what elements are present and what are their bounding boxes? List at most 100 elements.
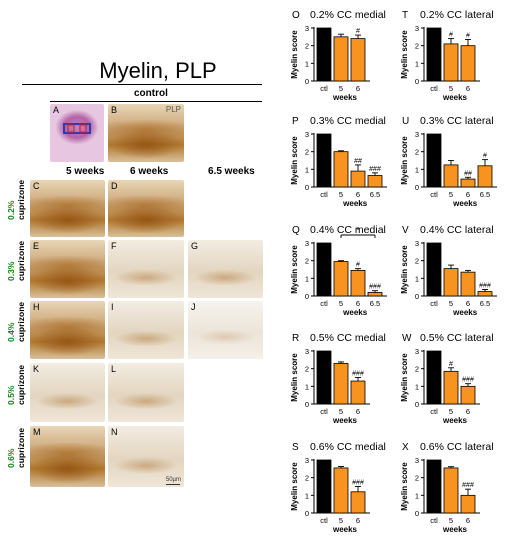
chart-panel-letter-W: W	[402, 333, 412, 344]
chart-ytick-label-V: 3	[415, 239, 419, 248]
chart-bar-O-6	[350, 38, 366, 82]
chart-bar-W-6	[460, 385, 476, 405]
chart-ytick-label-T: 0	[415, 77, 419, 86]
chart-ytick-label-Q: 3	[305, 239, 309, 248]
chart-ytick-label-X: 2	[415, 474, 419, 483]
chart-ytick-label-P: 2	[305, 148, 309, 157]
chart-ytick-label-T: 2	[415, 42, 419, 51]
chart-ylabel-S: Myelin score	[290, 462, 299, 511]
row-label-0-3: 0.3% cuprizone	[6, 240, 26, 281]
chart-xtick-label-T-ctl: ctl	[430, 84, 438, 93]
chart-ytick-label-W: 2	[415, 365, 419, 374]
panel-K: K	[30, 363, 105, 422]
chart-ytick-label-Q: 2	[305, 257, 309, 266]
chart-xtick-label-P-6: 6	[356, 190, 360, 199]
chart-bar-P-5	[333, 151, 349, 188]
chart-xtick-label-W-ctl: ctl	[430, 407, 438, 416]
chart-bar-T-6	[460, 45, 476, 82]
panel-D: D	[108, 180, 184, 237]
chart-xtick-label-S-ctl: ctl	[320, 516, 328, 525]
chart-bar-V-6.5	[477, 291, 493, 297]
chart-xlabel-R: weeks	[332, 416, 358, 425]
scalebar	[166, 483, 180, 485]
chart-ylabel-U: Myelin score	[400, 136, 409, 185]
chart-title-P: 0.3% CC medial	[310, 115, 386, 127]
chart-xtick-label-X-5: 5	[449, 516, 453, 525]
chart-bar-P-ctl	[316, 133, 332, 188]
control-label: control	[134, 88, 168, 99]
panel-B-control: B PLP	[108, 104, 184, 162]
chart-ytick-label-Q: 0	[305, 292, 309, 301]
chart-bar-R-ctl	[316, 350, 332, 405]
chart-title-W: 0.5% CC lateral	[420, 332, 494, 344]
chart-ylabel-Q: Myelin score	[290, 245, 299, 294]
panel-A-brain-overview: A	[50, 104, 104, 162]
chart-xtick-label-Q-6.5: 6.5	[370, 299, 380, 308]
chart-bar-V-5	[443, 268, 459, 297]
chart-xlabel-X: weeks	[442, 525, 468, 534]
scalebar-label: 50µm	[165, 477, 181, 483]
panel-C: C	[30, 180, 105, 237]
chart-bar-U-ctl	[426, 133, 442, 188]
chart-significance-S-6: ###	[352, 480, 364, 487]
chart-ylabel-W: Myelin score	[400, 353, 409, 402]
chart-title-T: 0.2% CC lateral	[420, 9, 494, 21]
chart-ylabel-R: Myelin score	[290, 353, 299, 402]
chart-bar-W-ctl	[426, 350, 442, 405]
chart-ylabel-V: Myelin score	[400, 245, 409, 294]
chart-bar-S-5	[333, 467, 349, 514]
chart-xtick-label-W-6: 6	[466, 407, 470, 416]
chart-xtick-label-T-6: 6	[466, 84, 470, 93]
chart-bar-U-5	[443, 164, 459, 188]
chart-bar-T-5	[443, 43, 459, 82]
chart-ytick-label-V: 1	[415, 274, 419, 283]
chart-bar-Q-6.5	[367, 292, 383, 297]
chart-significance-U-6: ##	[464, 170, 472, 177]
chart-xtick-label-R-5: 5	[339, 407, 343, 416]
chart-xtick-label-P-ctl: ctl	[320, 190, 328, 199]
panel-H: H	[30, 301, 105, 359]
chart-panel-letter-T: T	[402, 10, 408, 21]
panel-letter: B	[111, 105, 118, 115]
chart-ytick-label-U: 1	[415, 165, 419, 174]
chart-xtick-label-U-6.5: 6.5	[480, 190, 490, 199]
chart-bar-U-6	[460, 178, 476, 188]
chart-ytick-label-S: 3	[305, 456, 309, 465]
chart-ytick-label-W: 3	[415, 347, 419, 356]
row-label-0-4: 0.4% cuprizone	[6, 301, 26, 342]
chart-panel-letter-S: S	[292, 442, 299, 453]
chart-panel-letter-R: R	[292, 333, 299, 344]
chart-xtick-label-V-ctl: ctl	[430, 299, 438, 308]
chart-panel-letter-X: X	[402, 442, 409, 453]
column-label-6-weeks: 6 weeks	[130, 166, 169, 177]
panel-M: M	[30, 426, 105, 487]
chart-significance-V-6.5: ###	[479, 282, 491, 289]
chart-ytick-label-P: 3	[305, 130, 309, 139]
chart-panel-letter-O: O	[292, 10, 300, 21]
chart-bar-Q-5	[333, 261, 349, 297]
chart-panel-letter-V: V	[402, 225, 409, 236]
chart-bar-X-5	[443, 467, 459, 514]
chart-significance-R-6: ###	[352, 371, 364, 378]
chart-bar-X-ctl	[426, 459, 442, 514]
row-label-0-6: 0.6% cuprizone	[6, 427, 26, 468]
control-rule	[50, 101, 262, 102]
chart-xtick-label-U-5: 5	[449, 190, 453, 199]
plp-label: PLP	[165, 105, 181, 114]
chart-ytick-label-U: 3	[415, 130, 419, 139]
panel-letter: A	[53, 105, 60, 115]
chart-ytick-label-T: 1	[415, 59, 419, 68]
chart-xtick-label-P-5: 5	[339, 190, 343, 199]
chart-significance-W-5: #	[449, 361, 453, 368]
chart-bar-R-5	[333, 362, 349, 405]
chart-significance-X-6: ###	[462, 482, 474, 489]
chart-ylabel-T: Myelin score	[400, 30, 409, 79]
panel-G: G	[188, 240, 263, 298]
chart-xtick-label-S-5: 5	[339, 516, 343, 525]
row-label-0-2: 0.2% cuprizone	[6, 179, 26, 220]
chart-xtick-label-Q-5: 5	[339, 299, 343, 308]
chart-ytick-label-O: 0	[305, 77, 309, 86]
chart-xlabel-U: weeks	[452, 199, 478, 208]
chart-bar-R-6	[350, 380, 366, 405]
chart-ytick-label-P: 0	[305, 183, 309, 192]
